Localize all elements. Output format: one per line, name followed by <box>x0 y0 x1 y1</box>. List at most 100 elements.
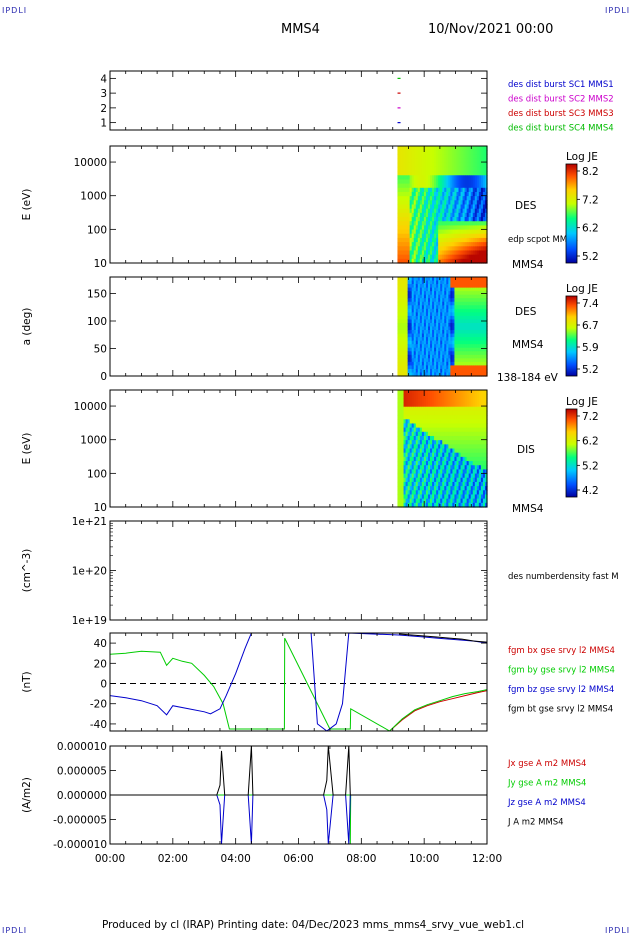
b-series-line <box>110 637 487 731</box>
datetime-title: 10/Nov/2021 00:00 <box>428 22 554 37</box>
j-legend-entry: Jz gse A m2 MMS4 <box>507 798 586 808</box>
des-pitch-spectrogram <box>397 277 488 377</box>
des-pitch-colorbar-title: Log JE <box>566 283 598 295</box>
minor-ticks <box>109 146 488 263</box>
des-pitch-tick-label: 100 <box>87 316 107 328</box>
dis-energy-tick-label: 10000 <box>74 401 107 413</box>
density-ylabel: (cm^-3) <box>21 549 33 592</box>
des-pitch-tick-label: 150 <box>87 289 107 301</box>
dis-energy-colorbar <box>565 408 578 498</box>
time-tick-label: 06:00 <box>283 853 313 865</box>
des-energy-colorbar-tick: 6.2 <box>582 223 599 235</box>
burst-panel-tick-label: 4 <box>100 73 107 85</box>
b-panel-frame <box>109 632 488 732</box>
ipdli-top-right: IPDLI <box>605 6 630 15</box>
dis-energy-colorbar-tick: 7.2 <box>582 411 599 423</box>
dis-energy-tick-label: 100 <box>87 468 107 480</box>
time-tick-label: 00:00 <box>95 853 125 865</box>
time-tick-label: 12:00 <box>472 853 502 865</box>
dis-energy-spectrogram <box>397 390 488 508</box>
b-legend-entry: fgm bt gse srvy l2 MMS4 <box>508 705 613 715</box>
density-tick-label: 1e+20 <box>72 566 107 578</box>
ipdli-bottom-right: IPDLI <box>605 926 630 935</box>
des-energy-spectrogram <box>397 146 488 264</box>
burst-legend-entry: des dist burst SC3 MMS3 <box>508 109 614 119</box>
des-pitch-colorbar-tick: 6.7 <box>582 320 599 332</box>
des-energy-colorbar-tick: 5.2 <box>582 251 599 263</box>
des-pitch-sc-label: MMS4 <box>512 339 544 351</box>
b-series-line <box>398 633 487 643</box>
burst-panel-tick-label: 3 <box>100 88 107 100</box>
b-field-ylabel: (nT) <box>21 671 33 692</box>
j-series-line <box>110 794 487 845</box>
des-pitch-colorbar <box>565 295 578 377</box>
minor-ticks <box>109 390 488 507</box>
b-field-tick-label: -20 <box>90 699 107 711</box>
dis-energy-sc-label: MMS4 <box>512 503 544 515</box>
time-tick-label: 10:00 <box>409 853 439 865</box>
des-pitch-tick-label: 0 <box>100 371 107 383</box>
footer-credits: Produced by cl (IRAP) Printing date: 04/… <box>102 919 525 931</box>
burst-legend-entry: des dist burst SC4 MMS4 <box>508 124 614 134</box>
j-field-tick-label: -0.000010 <box>53 839 107 851</box>
dis-energy-ylabel: E (eV) <box>21 433 33 465</box>
des-energy-colorbar <box>565 163 578 264</box>
j-field-tick-label: 0.000005 <box>57 766 107 778</box>
b-series-line <box>110 633 487 731</box>
des-energy-tick-label: 10 <box>94 258 107 270</box>
b-legend-entry: fgm bx gse srvy l2 MMS4 <box>508 646 615 656</box>
des-energy-instrument-label: DES <box>515 200 537 212</box>
j-series-line <box>110 745 487 796</box>
dis-energy-tick-label: 10 <box>94 502 107 514</box>
j-field-tick-label: 0.000000 <box>57 790 107 802</box>
ipdli-bottom-left: IPDLI <box>2 926 28 935</box>
density-panel-frame <box>109 520 488 621</box>
density-tick-label: 1e+21 <box>72 516 107 528</box>
minor-ticks <box>109 277 488 376</box>
b-series-line <box>389 690 487 731</box>
time-tick-label: 02:00 <box>158 853 188 865</box>
time-tick-label: 08:00 <box>346 853 376 865</box>
j-legend-entry: J A m2 MMS4 <box>507 818 564 828</box>
j-field-ylabel: (A/m2) <box>21 777 33 813</box>
b-field-tick-label: 40 <box>94 638 107 650</box>
b-field-tick-label: 20 <box>94 658 107 670</box>
des-pitch-colorbar-tick: 7.4 <box>582 298 599 310</box>
j-legend-entry: Jx gse A m2 MMS4 <box>507 759 586 769</box>
des-pitch-colorbar-tick: 5.9 <box>582 342 599 354</box>
des-energy-tick-label: 100 <box>87 224 107 236</box>
j-legend-entry: Jy gse A m2 MMS4 <box>507 779 586 789</box>
dis-energy-colorbar-title: Log JE <box>566 396 598 408</box>
des-pitch-energy-range: 138-184 eV <box>497 372 559 384</box>
des-energy-ylabel: E (eV) <box>21 189 33 221</box>
minor-ticks <box>109 746 488 844</box>
density-tick-label: 1e+19 <box>72 615 107 627</box>
density-legend-entry: des numberdensity fast M <box>508 572 619 582</box>
burst-panel-tick-label: 2 <box>100 103 107 115</box>
minor-ticks <box>109 521 488 620</box>
j-field-tick-label: -0.000005 <box>53 815 107 827</box>
b-field-tick-label: 0 <box>100 679 107 691</box>
b-legend-entry: fgm by gse srvy l2 MMS4 <box>508 666 615 676</box>
ipdli-top-left: IPDLI <box>2 6 28 15</box>
j-series-line <box>110 794 487 845</box>
des-energy-tick-label: 1000 <box>80 191 107 203</box>
des-energy-colorbar-title: Log JE <box>566 151 598 163</box>
burst-panel-frame <box>109 70 488 131</box>
burst-legend-entry: des dist burst SC1 MMS1 <box>508 80 614 90</box>
dis-energy-colorbar-tick: 5.2 <box>582 460 599 472</box>
j-field-tick-label: 0.000010 <box>57 741 107 753</box>
burst-legend-entry: des dist burst SC2 MMS2 <box>508 95 614 105</box>
minor-ticks <box>109 633 488 731</box>
b-field-tick-label: -40 <box>90 719 107 731</box>
des-pitch-instrument-label: DES <box>515 306 537 318</box>
dis-energy-colorbar-tick: 6.2 <box>582 436 599 448</box>
dis-energy-tick-label: 1000 <box>80 435 107 447</box>
des-energy-scpot-label: edp scpot MMS4 <box>508 235 578 245</box>
des-pitch-tick-label: 50 <box>94 344 107 356</box>
minor-ticks <box>109 71 488 130</box>
des-energy-colorbar-tick: 7.2 <box>582 194 599 206</box>
des-energy-tick-label: 10000 <box>74 157 107 169</box>
dis-energy-colorbar-tick: 4.2 <box>582 485 599 497</box>
